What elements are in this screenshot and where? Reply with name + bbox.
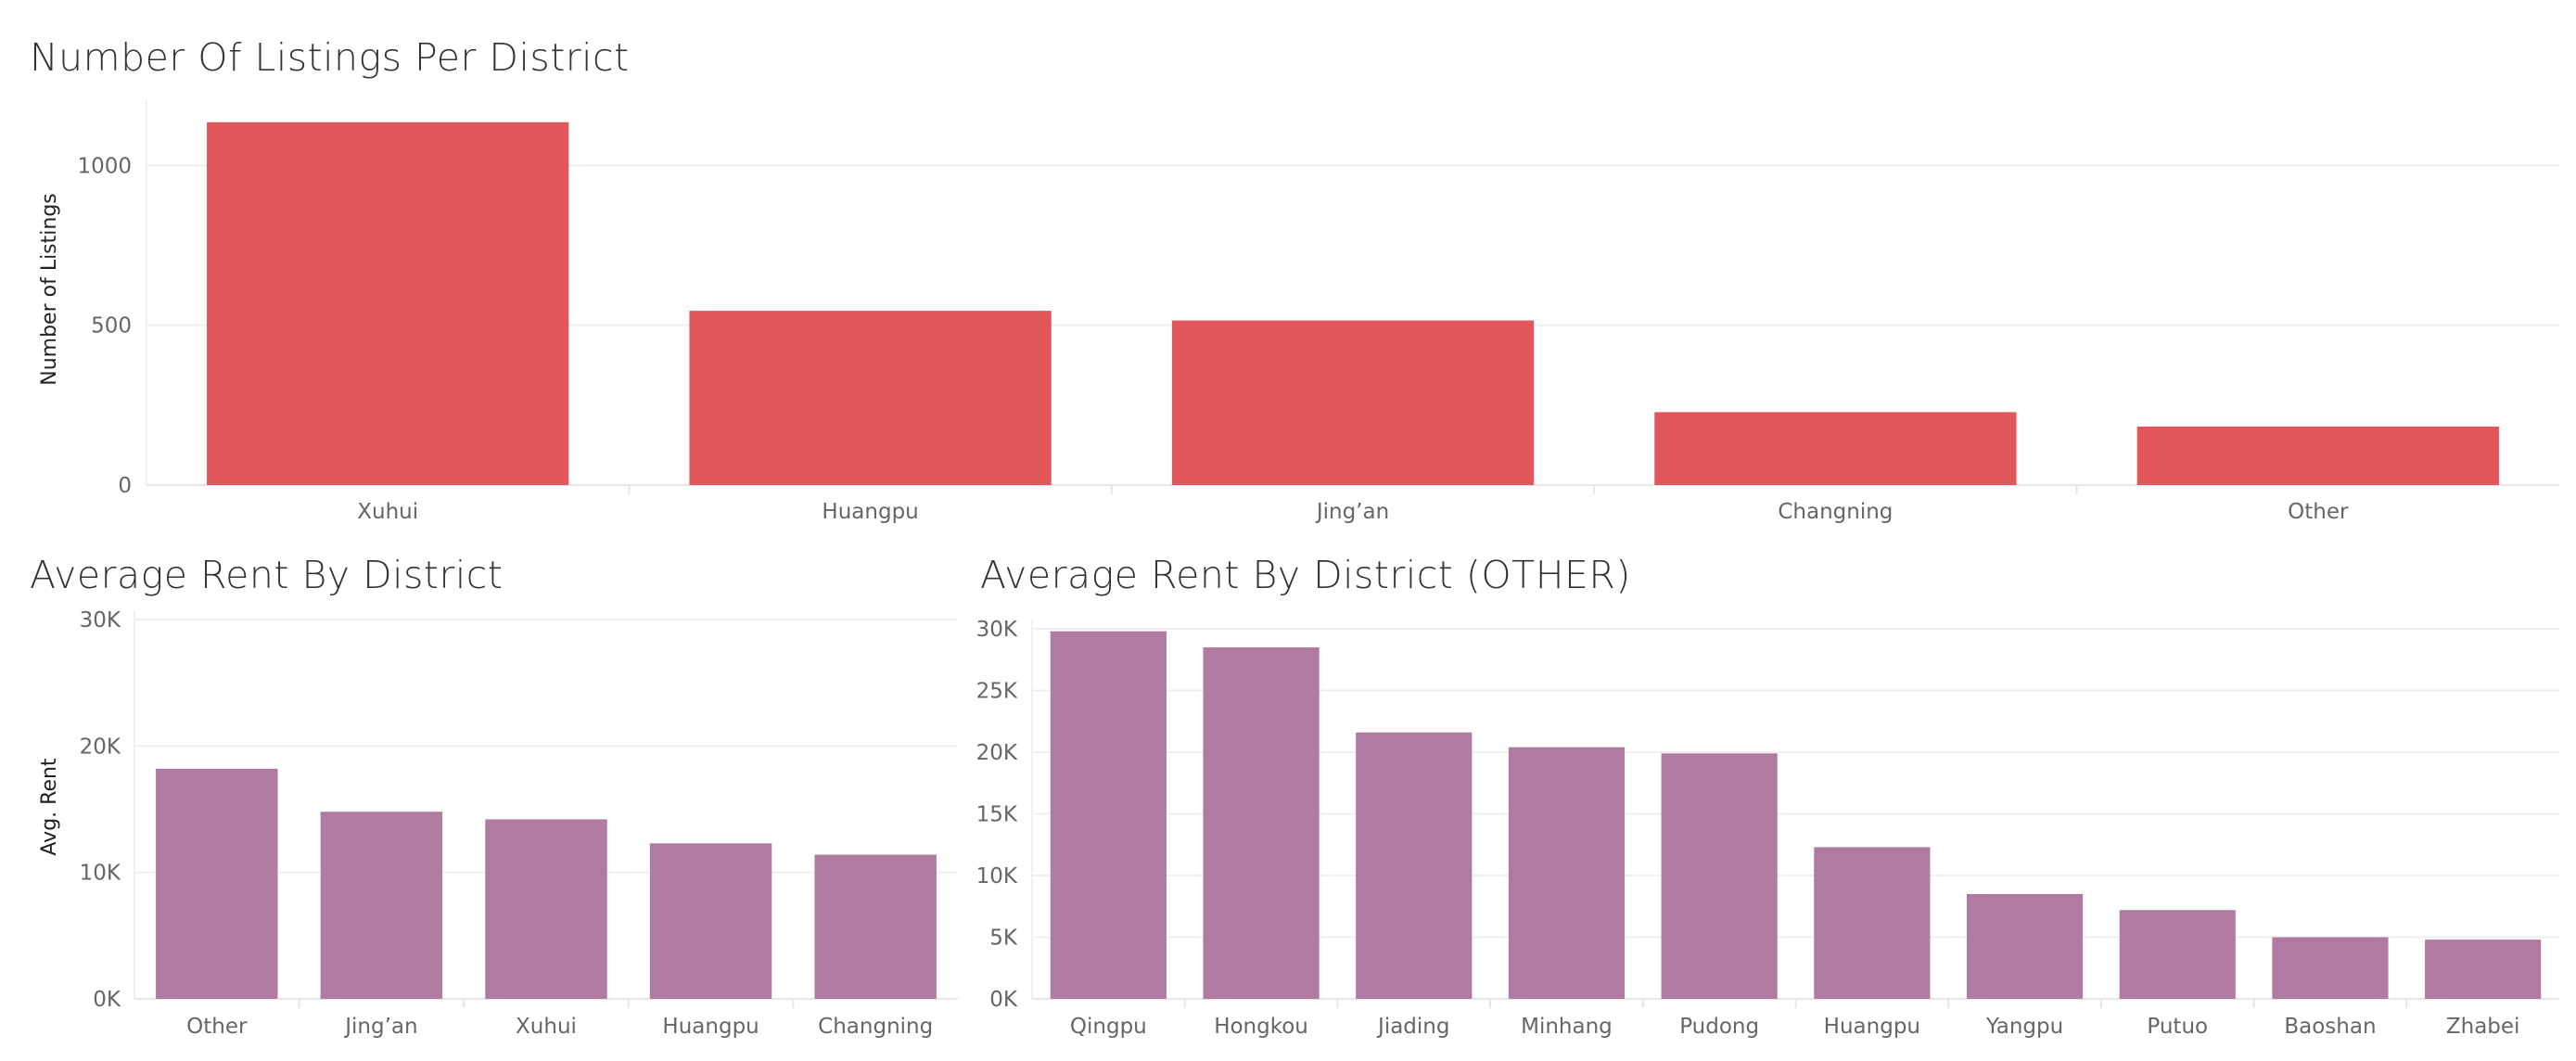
listings-ytick-label: 500 [91, 314, 132, 339]
avg-rent-ytick-label: 10K [80, 862, 121, 886]
chart-title-avg-rent: Average Rent By District [30, 553, 504, 597]
listings-bar [1654, 412, 2017, 485]
chart-title-avg-rent-other: Average Rent By District (OTHER) [980, 553, 1631, 597]
avg-rent-other-bar [2425, 940, 2542, 999]
avg-rent-y-axis-label: Avg. Rent [38, 758, 61, 856]
listings-ytick-label: 0 [118, 474, 132, 498]
avg-rent-other-category-label: Pudong [1679, 1015, 1759, 1039]
avg-rent-other-bar [2272, 937, 2389, 999]
listings-ytick-label: 1000 [77, 154, 132, 178]
avg-rent-other-ytick-label: 15K [976, 803, 1018, 827]
listings-category-label: Xuhui [357, 500, 418, 524]
avg-rent-other-category-label: Minhang [1521, 1015, 1613, 1039]
avg-rent-category-label: Other [186, 1015, 248, 1039]
listings-y-axis-label: Number of Listings [38, 193, 61, 386]
avg-rent-other-bar [1508, 747, 1626, 999]
listings-category-label: Jing’an [1315, 500, 1389, 524]
avg-rent-other-ytick-label: 25K [976, 680, 1018, 704]
avg-rent-category-label: Jing’an [343, 1015, 417, 1039]
avg-rent-other-bar [1050, 631, 1167, 999]
avg-rent-category-label: Huangpu [662, 1015, 759, 1039]
avg-rent-category-label: Changning [818, 1015, 933, 1039]
avg-rent-other-category-label: Zhabei [2446, 1015, 2520, 1039]
chart-title-listings: Number Of Listings Per District [30, 35, 630, 80]
avg-rent-other-category-label: Qingpu [1070, 1015, 1147, 1039]
avg-rent-other-ytick-label: 10K [976, 864, 1018, 888]
listings-bar [207, 121, 569, 485]
listings-category-label: Changning [1778, 500, 1893, 524]
avg-rent-bar [814, 854, 937, 999]
listings-category-label: Other [2288, 500, 2349, 524]
avg-rent-other-bar [2119, 910, 2236, 999]
listings-category-label: Huangpu [822, 500, 918, 524]
avg-rent-ytick-label: 20K [80, 735, 121, 759]
avg-rent-ytick-label: 30K [80, 608, 121, 633]
avg-rent-other-category-label: Jiading [1376, 1015, 1449, 1039]
avg-rent-bar [649, 843, 772, 999]
avg-rent-ytick-label: 0K [93, 988, 121, 1012]
avg-rent-other-bar [1966, 893, 2084, 999]
avg-rent-other-ytick-label: 5K [989, 927, 1018, 951]
avg-rent-other-ytick-label: 30K [976, 618, 1018, 642]
listings-bar [2136, 426, 2499, 485]
avg-rent-category-label: Xuhui [516, 1015, 577, 1039]
avg-rent-other-ytick-label: 20K [976, 741, 1018, 765]
listings-bar [1171, 320, 1535, 485]
avg-rent-other-ytick-label: 0K [989, 988, 1018, 1012]
avg-rent-other-category-label: Baoshan [2284, 1015, 2376, 1039]
avg-rent-other-bar [1356, 732, 1473, 999]
avg-rent-bar [156, 768, 278, 999]
avg-rent-other-bar [1203, 646, 1320, 999]
avg-rent-other-bar [1814, 847, 1931, 999]
avg-rent-other-category-label: Yangpu [1985, 1015, 2063, 1039]
avg-rent-bar [320, 812, 443, 999]
listings-bar [689, 311, 1052, 485]
avg-rent-other-category-label: Putuo [2147, 1015, 2208, 1039]
avg-rent-bar [485, 819, 607, 999]
avg-rent-other-category-label: Huangpu [1824, 1015, 1920, 1039]
avg-rent-other-category-label: Hongkou [1214, 1015, 1308, 1039]
avg-rent-other-bar [1661, 753, 1778, 999]
